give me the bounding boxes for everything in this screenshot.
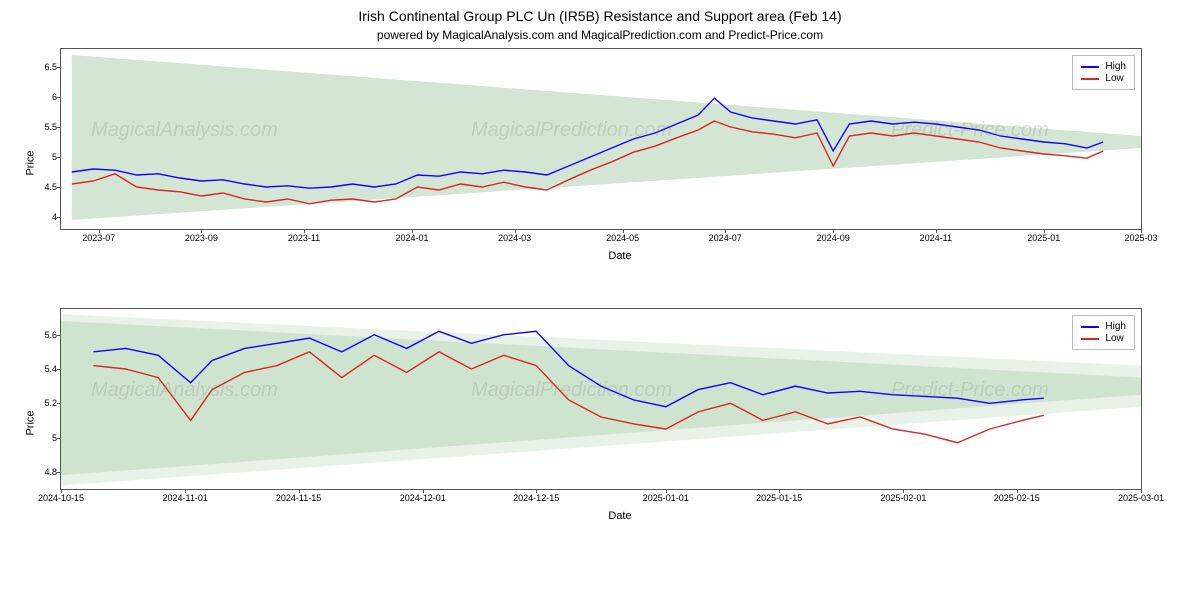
top-ylabel: Price — [25, 150, 37, 175]
legend-low-row: Low — [1081, 333, 1126, 344]
x-tick-label: 2024-05 — [606, 233, 639, 243]
x-tick-label: 2024-12-01 — [400, 493, 446, 503]
top-chart: MagicalAnalysis.com MagicalPrediction.co… — [60, 48, 1180, 278]
legend-low-label: Low — [1105, 333, 1123, 344]
legend-low-row: Low — [1081, 73, 1126, 84]
x-tick-label: 2024-12-15 — [513, 493, 559, 503]
bottom-ylabel: Price — [25, 410, 37, 435]
top-xlabel: Date — [608, 250, 631, 262]
y-tick-label: 6 — [33, 92, 57, 102]
x-tick-label: 2024-11-15 — [276, 493, 321, 503]
chart-title: Irish Continental Group PLC Un (IR5B) Re… — [0, 0, 1200, 24]
y-tick-label: 5 — [33, 433, 57, 443]
y-tick-label: 5.2 — [33, 398, 57, 408]
bottom-chart-svg — [61, 309, 1141, 489]
x-tick-label: 2025-03 — [1124, 233, 1157, 243]
top-plot-area: MagicalAnalysis.com MagicalPrediction.co… — [60, 48, 1142, 230]
y-tick-label: 5.6 — [33, 330, 57, 340]
y-tick-label: 5 — [33, 152, 57, 162]
legend-high-swatch — [1081, 66, 1099, 68]
legend-low-swatch — [1081, 338, 1099, 340]
x-tick-label: 2025-03-01 — [1118, 493, 1164, 503]
top-chart-svg — [61, 49, 1141, 229]
chart-container: Irish Continental Group PLC Un (IR5B) Re… — [0, 0, 1200, 600]
x-tick-label: 2024-11 — [920, 233, 952, 243]
y-tick-label: 5.4 — [33, 364, 57, 374]
legend-high-row: High — [1081, 61, 1126, 72]
x-tick-label: 2024-07 — [709, 233, 742, 243]
x-tick-label: 2025-01-01 — [643, 493, 689, 503]
x-tick-label: 2025-02-15 — [994, 493, 1040, 503]
top-legend: High Low — [1072, 55, 1135, 90]
x-tick-label: 2025-01-15 — [756, 493, 802, 503]
bottom-chart: MagicalAnalysis.com MagicalPrediction.co… — [60, 308, 1180, 538]
legend-low-label: Low — [1105, 73, 1123, 84]
y-tick-label: 4.8 — [33, 467, 57, 477]
x-tick-label: 2025-01 — [1027, 233, 1060, 243]
x-tick-label: 2024-11-01 — [163, 493, 208, 503]
y-tick-label: 4.5 — [33, 182, 57, 192]
x-tick-label: 2024-01 — [395, 233, 428, 243]
legend-high-label: High — [1105, 321, 1126, 332]
x-tick-label: 2024-03 — [498, 233, 531, 243]
y-tick-label: 5.5 — [33, 122, 57, 132]
y-tick-label: 4 — [33, 212, 57, 222]
legend-high-swatch — [1081, 326, 1099, 328]
x-tick-label: 2025-02-01 — [880, 493, 926, 503]
bottom-plot-area: MagicalAnalysis.com MagicalPrediction.co… — [60, 308, 1142, 490]
x-tick-label: 2023-11 — [288, 233, 320, 243]
x-tick-label: 2023-09 — [185, 233, 218, 243]
y-tick-label: 6.5 — [33, 62, 57, 72]
x-tick-label: 2024-09 — [817, 233, 850, 243]
x-tick-label: 2024-10-15 — [38, 493, 84, 503]
legend-low-swatch — [1081, 78, 1099, 80]
x-tick-label: 2023-07 — [82, 233, 115, 243]
legend-high-row: High — [1081, 321, 1126, 332]
bottom-legend: High Low — [1072, 315, 1135, 350]
bottom-xlabel: Date — [608, 510, 631, 522]
chart-subtitle: powered by MagicalAnalysis.com and Magic… — [0, 24, 1200, 48]
legend-high-label: High — [1105, 61, 1126, 72]
